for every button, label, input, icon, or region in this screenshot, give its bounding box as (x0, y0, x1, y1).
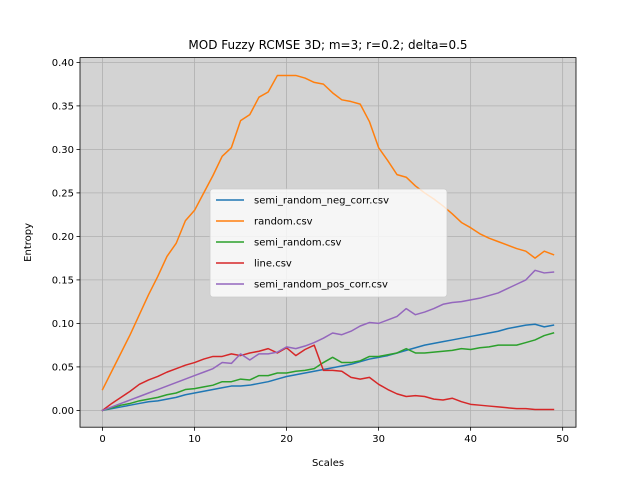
series-line-2 (101, 332, 555, 412)
series-group (101, 74, 555, 412)
series-line-1 (101, 74, 555, 391)
y-tick-label: 0.00 (52, 406, 74, 417)
y-tick-label: 0.35 (52, 101, 74, 112)
y-tick-label: 0.40 (52, 58, 74, 69)
y-tick-label: 0.10 (52, 319, 74, 330)
y-tick-label: 0.15 (52, 275, 74, 286)
y-axis-ticks: 0.00 0.05 0.10 0.15 0.20 0.25 0.30 0.35 0.40 (52, 58, 80, 417)
series-line-4 (101, 269, 555, 412)
legend-label-1: random.csv (254, 217, 313, 228)
legend: semi_random_neg_corr.csv random.csv semi_r… (209, 188, 448, 298)
y-tick-label: 0.30 (52, 145, 74, 156)
series-line-3 (101, 344, 555, 412)
series-line-0 (101, 323, 555, 412)
legend-box (209, 188, 448, 298)
y-tick-label: 0.20 (52, 232, 74, 243)
x-tick-label: 20 (280, 434, 293, 445)
x-tick-label: 40 (464, 434, 477, 445)
legend-label-4: semi_random_pos_corr.csv (254, 280, 388, 291)
x-tick-label: 0 (99, 434, 105, 445)
plot-frame (79, 57, 577, 428)
legend-label-3: line.csv (254, 259, 292, 270)
y-tick-label: 0.25 (52, 188, 74, 199)
chart-title: MOD Fuzzy RCMSE 3D; m=3; r=0.2; delta=0.… (188, 38, 467, 52)
legend-label-0: semi_random_neg_corr.csv (254, 196, 389, 207)
y-axis-label: Entropy (23, 223, 34, 262)
x-axis-label: Scales (312, 458, 344, 469)
x-tick-label: 10 (188, 434, 201, 445)
y-tick-label: 0.05 (52, 363, 74, 374)
legend-label-2: semi_random.csv (254, 238, 342, 249)
x-tick-label: 50 (556, 434, 569, 445)
x-tick-label: 30 (372, 434, 385, 445)
x-axis-ticks: 0 10 20 30 40 50 (99, 427, 569, 445)
